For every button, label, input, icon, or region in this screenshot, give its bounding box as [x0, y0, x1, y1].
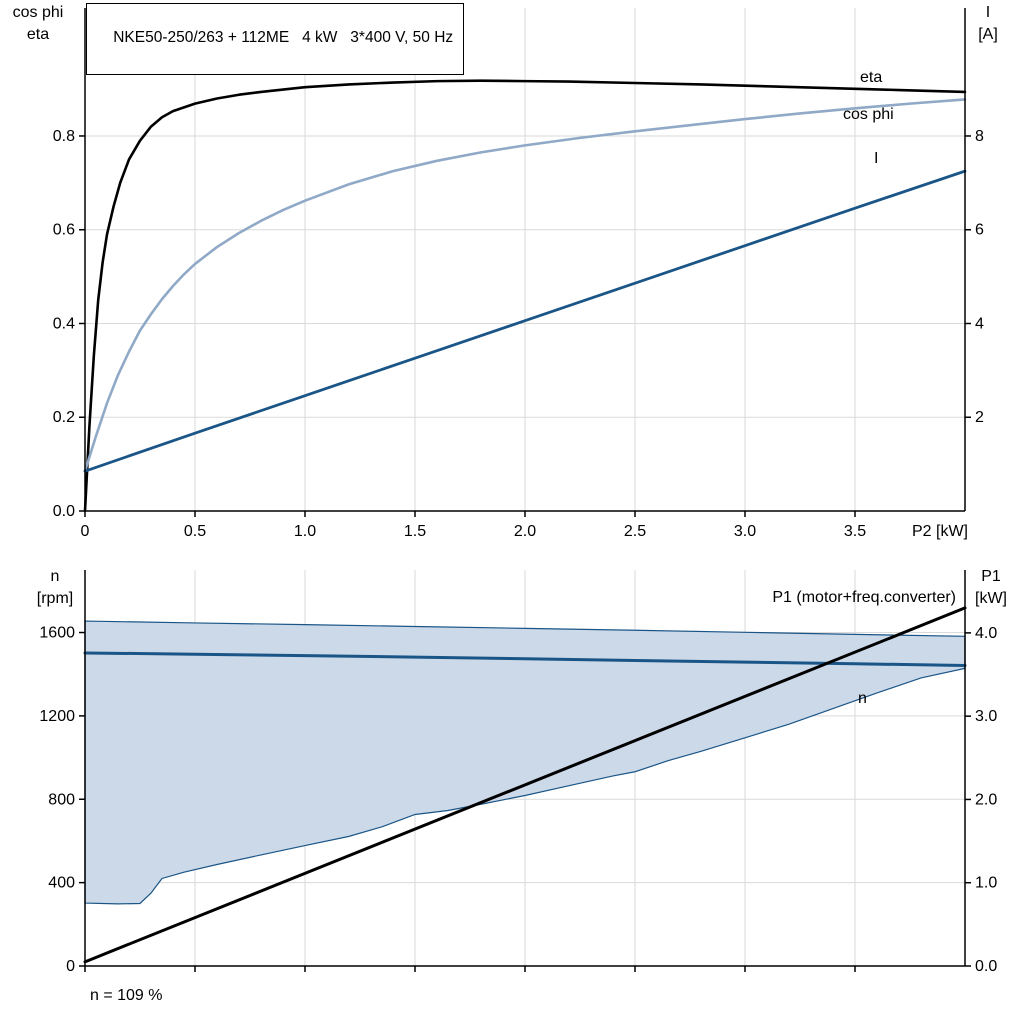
y-left-tick-label: 1200 [39, 708, 75, 725]
y-right-tick-label: 1.0 [975, 875, 997, 892]
y-right-tick-label: 3.0 [975, 708, 997, 725]
series-speed-n [83, 651, 967, 667]
series-p1-motor-freq-converter [83, 606, 967, 964]
series-label-current-I: I [874, 150, 878, 167]
y-right-tick-label: 6 [975, 222, 984, 239]
y-left-tick-label: 0.6 [53, 222, 75, 239]
y-right-tick-label: 2 [975, 409, 984, 426]
y-right-tick-label: 4.0 [975, 625, 997, 642]
y-left-tick-label: 0.2 [53, 409, 75, 426]
x-tick-label: 0.5 [184, 523, 206, 540]
x-tick-label: 0 [81, 523, 90, 540]
speed-power-chart: n P1 (motor+freq.converter) 0 400 800 1200 160… [37, 568, 1007, 1004]
y-right-tick-label: 4 [975, 315, 984, 332]
y-right-tick-label: 8 [975, 128, 984, 145]
y-right-tick-label: 2.0 [975, 791, 997, 808]
series-label-speed-n: n [858, 690, 867, 707]
y-right-axis-title: [kW] [975, 590, 1007, 607]
y-left-tick-label: 0.0 [53, 503, 75, 520]
y-left-axis-title: n [51, 568, 60, 585]
x-tick-label: 1.0 [294, 523, 316, 540]
motor-performance-chart: eta cos phi I 0 0.5 1.0 1.5 2.0 2.5 3.0 3.5 P2 [kW]… [13, 4, 998, 540]
y-right-tick-label: 0.0 [975, 958, 997, 975]
series-label-eta: eta [860, 69, 882, 86]
annotation: n = 109 % [90, 987, 163, 1004]
y-left-tick-label: 0 [66, 958, 75, 975]
y-right-axis-title: [A] [978, 26, 998, 43]
y-left-tick-label: 400 [48, 875, 75, 892]
y-left-axis-title: eta [27, 26, 49, 43]
series-label-p1-motor-freq-converter: P1 (motor+freq.converter) [772, 589, 956, 606]
y-left-axis-title: [rpm] [37, 590, 73, 607]
y-left-tick-label: 0.8 [53, 128, 75, 145]
x-tick-label: 1.5 [404, 523, 426, 540]
series-cos-phi [83, 98, 967, 473]
chart-title: NKE50-250/263 + 112ME 4 kW 3*400 V, 50 H… [113, 28, 454, 46]
chart-title-box: NKE50-250/263 + 112ME 4 kW 3*400 V, 50 H… [86, 3, 465, 75]
series-current-I [83, 169, 967, 473]
x-axis-label: P2 [kW] [912, 523, 968, 540]
y-left-tick-label: 800 [48, 791, 75, 808]
x-tick-label: 3.0 [734, 523, 756, 540]
x-tick-label: 2.0 [514, 523, 536, 540]
speed-operating-band [84, 620, 966, 905]
y-left-tick-label: 0.4 [53, 315, 75, 332]
x-tick-label: 3.5 [844, 523, 866, 540]
x-tick-label: 2.5 [624, 523, 646, 540]
y-left-axis-title: cos phi [13, 4, 64, 21]
y-left-tick-label: 1600 [39, 625, 75, 642]
y-right-axis-title: P1 [981, 568, 1001, 585]
series-label-cos-phi: cos phi [843, 106, 894, 123]
y-right-axis-title: I [986, 4, 990, 21]
series-eta [83, 79, 967, 513]
